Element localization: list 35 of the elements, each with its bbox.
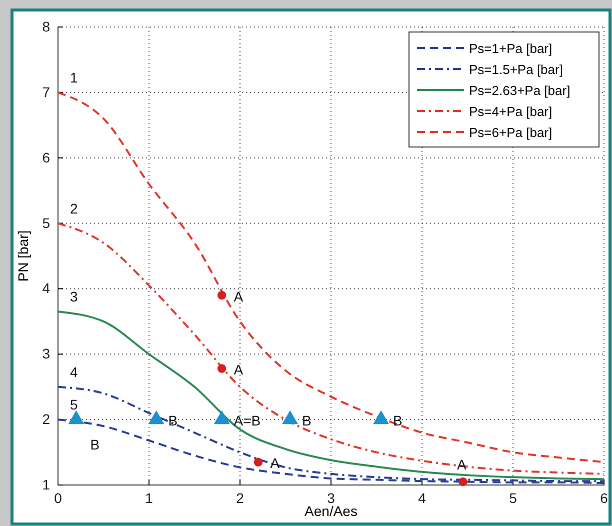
legend-label: Ps=6+Pa [bar] bbox=[469, 125, 552, 140]
annotation: 4 bbox=[70, 364, 78, 380]
annotation: A=B bbox=[234, 412, 261, 429]
annotation: B bbox=[90, 436, 100, 453]
annotation: B bbox=[168, 412, 178, 429]
y-tick-label: 5 bbox=[42, 214, 50, 231]
x-tick-label: 1 bbox=[145, 490, 154, 506]
annotation: B bbox=[302, 412, 312, 429]
x-tick-label: 2 bbox=[236, 490, 244, 506]
x-tick-label: 4 bbox=[418, 490, 426, 506]
y-tick-label: 8 bbox=[42, 18, 50, 34]
y-tick-label: 4 bbox=[42, 280, 50, 296]
x-tick-label: 0 bbox=[54, 490, 62, 506]
annotation: B bbox=[393, 412, 402, 429]
annotation: 2 bbox=[70, 200, 78, 216]
y-tick-label: 3 bbox=[42, 346, 50, 362]
annotation: A bbox=[234, 288, 244, 304]
annotation: 5 bbox=[70, 396, 78, 413]
annotation: 1 bbox=[70, 69, 78, 86]
legend-label: Ps=4+Pa [bar] bbox=[469, 104, 552, 119]
legend-label: Ps=1+Pa [bar] bbox=[469, 41, 552, 56]
y-tick-label: 6 bbox=[42, 149, 50, 166]
y-tick-label: 2 bbox=[42, 411, 50, 428]
annotation: A bbox=[234, 362, 244, 378]
annotation: A bbox=[270, 455, 280, 472]
legend-label: Ps=1.5+Pa [bar] bbox=[469, 62, 563, 77]
legend-label: Ps=2.63+Pa [bar] bbox=[469, 83, 570, 98]
x-tick-label: 5 bbox=[509, 490, 518, 506]
y-axis-title: PN [bar] bbox=[15, 230, 31, 282]
x-axis-title: Aen/Aes bbox=[304, 503, 358, 519]
x-tick-label: 3 bbox=[327, 490, 336, 506]
x-tick-label: 6 bbox=[600, 490, 608, 506]
y-tick-label: 1 bbox=[42, 476, 50, 492]
annotation: 3 bbox=[70, 288, 78, 305]
y-tick-label: 7 bbox=[42, 84, 50, 100]
